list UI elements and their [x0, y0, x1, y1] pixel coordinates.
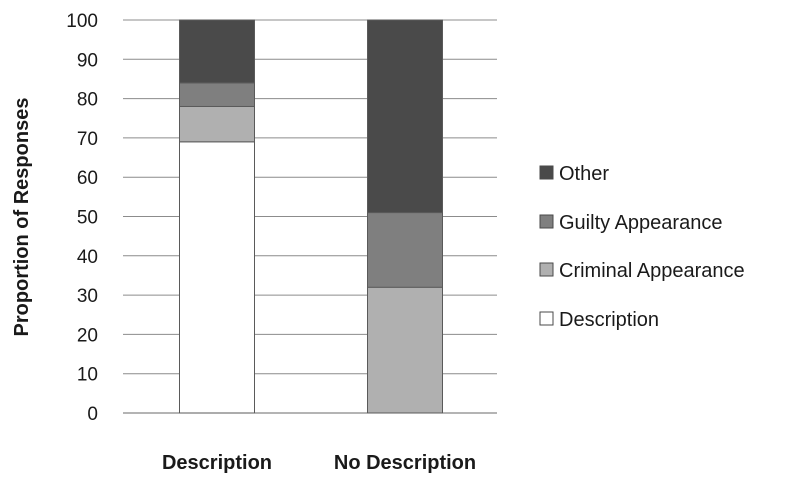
y-tick-label: 80 [77, 90, 98, 111]
bar-segment [179, 105, 255, 143]
y-tick-label: 20 [77, 325, 98, 346]
y-tick-label: 60 [77, 168, 98, 189]
y-tick-label: 70 [77, 129, 98, 150]
legend-swatch [539, 262, 554, 277]
bar-segment [367, 212, 443, 288]
legend-swatch [539, 165, 554, 180]
x-category-label: No Description [334, 452, 476, 474]
y-tick-label: 0 [87, 404, 98, 425]
bars [179, 19, 443, 414]
y-tick-labels: 0 10 20 30 40 50 60 70 80 90 100 [66, 11, 98, 425]
bar-segment [179, 82, 255, 107]
legend-label: Other [559, 163, 609, 185]
y-tick-label: 100 [66, 11, 98, 32]
y-tick-label: 90 [77, 50, 98, 71]
y-tick-label: 40 [77, 247, 98, 268]
bar-segment [179, 141, 255, 414]
x-category-labels: Description No Description [162, 452, 476, 474]
legend: Other Guilty Appearance Criminal Appearanc… [539, 163, 745, 331]
bar-segment [179, 19, 255, 84]
legend-label: Description [559, 309, 659, 331]
x-category-label: Description [162, 452, 272, 474]
y-tick-label: 50 [77, 208, 98, 229]
legend-label: Criminal Appearance [559, 260, 745, 282]
legend-swatch [539, 214, 554, 229]
bar-segment [367, 19, 443, 214]
legend-label: Guilty Appearance [559, 212, 722, 234]
y-axis-title: Proportion of Responses [11, 98, 33, 337]
y-tick-label: 30 [77, 286, 98, 307]
legend-swatch [539, 311, 554, 326]
bar-segment [367, 286, 443, 414]
y-tick-label: 10 [77, 365, 98, 386]
